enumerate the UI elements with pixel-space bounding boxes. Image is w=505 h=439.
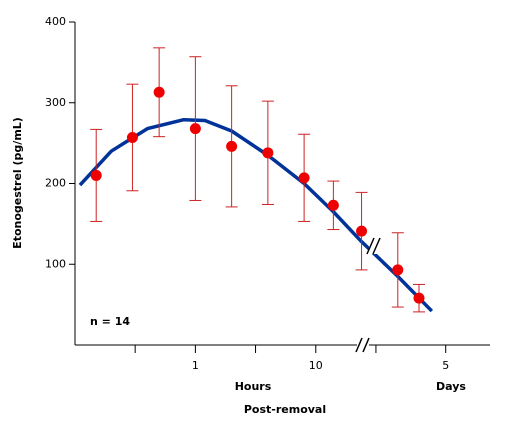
x-unit-label: Days bbox=[436, 380, 466, 393]
data-point bbox=[90, 169, 102, 181]
x-unit-label: Hours bbox=[235, 380, 272, 393]
fit-curve bbox=[78, 117, 434, 313]
y-tick-label: 200 bbox=[45, 177, 66, 190]
break-mark bbox=[355, 337, 363, 353]
data-point bbox=[153, 86, 165, 98]
data-point bbox=[189, 123, 201, 135]
data-point bbox=[356, 225, 368, 237]
y-axis-label: Etonogestrel (pg/mL) bbox=[11, 117, 24, 249]
x-tick-label: 1 bbox=[192, 359, 199, 372]
break-gap bbox=[357, 340, 369, 350]
break-mark bbox=[372, 237, 381, 255]
data-point bbox=[392, 264, 404, 276]
annotation: n = 14 bbox=[90, 315, 130, 328]
y-tick-label: 400 bbox=[45, 15, 66, 28]
data-point bbox=[298, 172, 310, 184]
break-mark bbox=[366, 237, 375, 255]
plot-area: 100 200 300 400 1 10 5 bbox=[45, 15, 490, 372]
axis-break bbox=[355, 236, 381, 353]
y-tick-label: 300 bbox=[45, 96, 66, 109]
x-axis-label: Post-removal bbox=[244, 403, 326, 416]
data-point bbox=[262, 147, 274, 159]
data-point bbox=[126, 131, 138, 143]
break-mark bbox=[362, 337, 370, 353]
data-point bbox=[226, 140, 238, 152]
data-point bbox=[413, 292, 425, 304]
break-gap bbox=[369, 236, 378, 254]
data-point bbox=[327, 199, 339, 211]
x-tick-label: 10 bbox=[309, 359, 323, 372]
x-tick-label: 5 bbox=[442, 359, 449, 372]
y-tick-label: 100 bbox=[45, 257, 66, 270]
